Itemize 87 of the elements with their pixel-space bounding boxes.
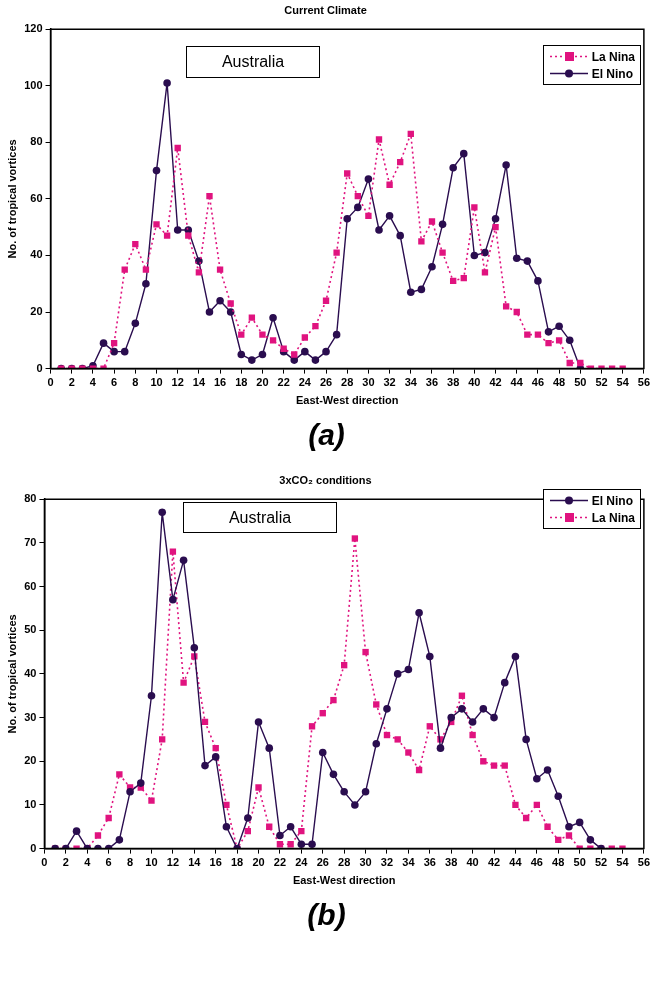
y-tick-label: 30 — [24, 710, 37, 723]
x-tick-label: 0 — [47, 376, 54, 389]
x-tick-label: 38 — [445, 856, 458, 869]
legend-label: El Nino — [591, 493, 633, 508]
annotation: Australia — [186, 46, 320, 78]
y-tick-label: 100 — [24, 78, 43, 91]
text: (b) — [306, 897, 347, 933]
x-tick-label: 20 — [256, 376, 269, 389]
y-tick-label: 20 — [30, 305, 43, 318]
x-tick-label: 32 — [383, 376, 396, 389]
x-tick-label: 50 — [574, 376, 587, 389]
chart-title: Current Climate — [284, 3, 367, 16]
x-tick-label: 6 — [111, 376, 118, 389]
x-tick-label: 30 — [359, 856, 372, 869]
x-tick-label: 12 — [166, 856, 180, 869]
x-tick-label: 28 — [338, 856, 351, 869]
x-axis-title: East-West direction — [292, 874, 396, 887]
y-tick-label: 10 — [24, 797, 37, 810]
y-tick-label: 80 — [30, 135, 43, 148]
y-tick-label: 50 — [24, 623, 37, 636]
x-tick-label: 2 — [62, 856, 69, 869]
x-tick-label: 52 — [594, 856, 608, 869]
y-tick-label: 120 — [24, 22, 43, 35]
x-tick-label: 18 — [235, 376, 248, 389]
x-tick-label: 24 — [298, 376, 312, 389]
x-tick-label: 40 — [468, 376, 481, 389]
x-tick-label: 54 — [616, 376, 630, 389]
x-tick-label: 18 — [230, 856, 244, 869]
x-tick-label: 8 — [132, 376, 139, 389]
x-tick-label: 28 — [341, 376, 354, 389]
x-tick-label: 6 — [105, 856, 112, 869]
y-tick-label: 60 — [24, 579, 37, 592]
x-tick-label: 4 — [89, 376, 97, 389]
x-tick-label: 4 — [84, 856, 92, 869]
y-tick-label: 0 — [36, 361, 43, 374]
x-tick-label: 38 — [447, 376, 460, 389]
x-tick-label: 50 — [573, 856, 586, 869]
y-tick-label: 60 — [30, 191, 43, 204]
text: (a) — [307, 417, 346, 453]
x-tick-label: 56 — [637, 856, 651, 869]
x-tick-label: 54 — [616, 856, 630, 869]
x-tick-label: 10 — [145, 856, 158, 869]
x-tick-label: 14 — [192, 376, 206, 389]
x-tick-label: 44 — [509, 856, 523, 869]
y-axis-title: No. of tropical vortices — [5, 614, 18, 734]
x-tick-label: 34 — [402, 856, 416, 869]
x-tick-label: 32 — [380, 856, 394, 869]
legend-label: La Nina — [591, 510, 635, 525]
x-tick-label: 14 — [188, 856, 202, 869]
y-tick-label: 40 — [24, 666, 37, 679]
annotation: Australia — [183, 502, 337, 533]
chart-title: 3xCO₂ conditions — [279, 473, 372, 486]
x-tick-label: 12 — [171, 376, 184, 389]
x-tick-label: 16 — [209, 856, 222, 869]
y-tick-label: 40 — [30, 248, 43, 261]
x-tick-label: 22 — [277, 376, 290, 389]
x-tick-label: 48 — [553, 376, 566, 389]
x-tick-label: 16 — [213, 376, 227, 389]
x-tick-label: 26 — [319, 376, 333, 389]
x-tick-label: 36 — [425, 376, 439, 389]
x-tick-label: 56 — [637, 376, 651, 389]
x-tick-label: 46 — [531, 376, 545, 389]
x-tick-label: 24 — [295, 856, 309, 869]
x-tick-label: 34 — [404, 376, 418, 389]
x-tick-label: 8 — [127, 856, 134, 869]
x-tick-label: 48 — [552, 856, 565, 869]
x-tick-label: 44 — [510, 376, 524, 389]
x-tick-label: 30 — [362, 376, 375, 389]
legend-label: La Nina — [591, 49, 635, 64]
x-tick-label: 42 — [489, 376, 502, 389]
y-axis-title: No. of tropical vortices — [5, 139, 18, 259]
x-tick-label: 52 — [595, 376, 608, 389]
y-tick-label: 0 — [30, 841, 37, 854]
x-tick-label: 20 — [252, 856, 265, 869]
x-tick-label: 36 — [423, 856, 436, 869]
x-tick-label: 42 — [487, 856, 501, 869]
y-tick-label: 70 — [24, 535, 37, 548]
x-tick-label: 40 — [466, 856, 479, 869]
x-axis-title: East-West direction — [295, 394, 399, 407]
x-tick-label: 22 — [273, 856, 287, 869]
x-tick-label: 46 — [530, 856, 543, 869]
legend-label: El Nino — [591, 66, 633, 81]
y-tick-label: 20 — [24, 754, 37, 767]
x-tick-label: 26 — [316, 856, 329, 869]
x-tick-label: 10 — [150, 376, 163, 389]
y-tick-label: 80 — [24, 492, 37, 505]
x-tick-label: 2 — [68, 376, 75, 389]
